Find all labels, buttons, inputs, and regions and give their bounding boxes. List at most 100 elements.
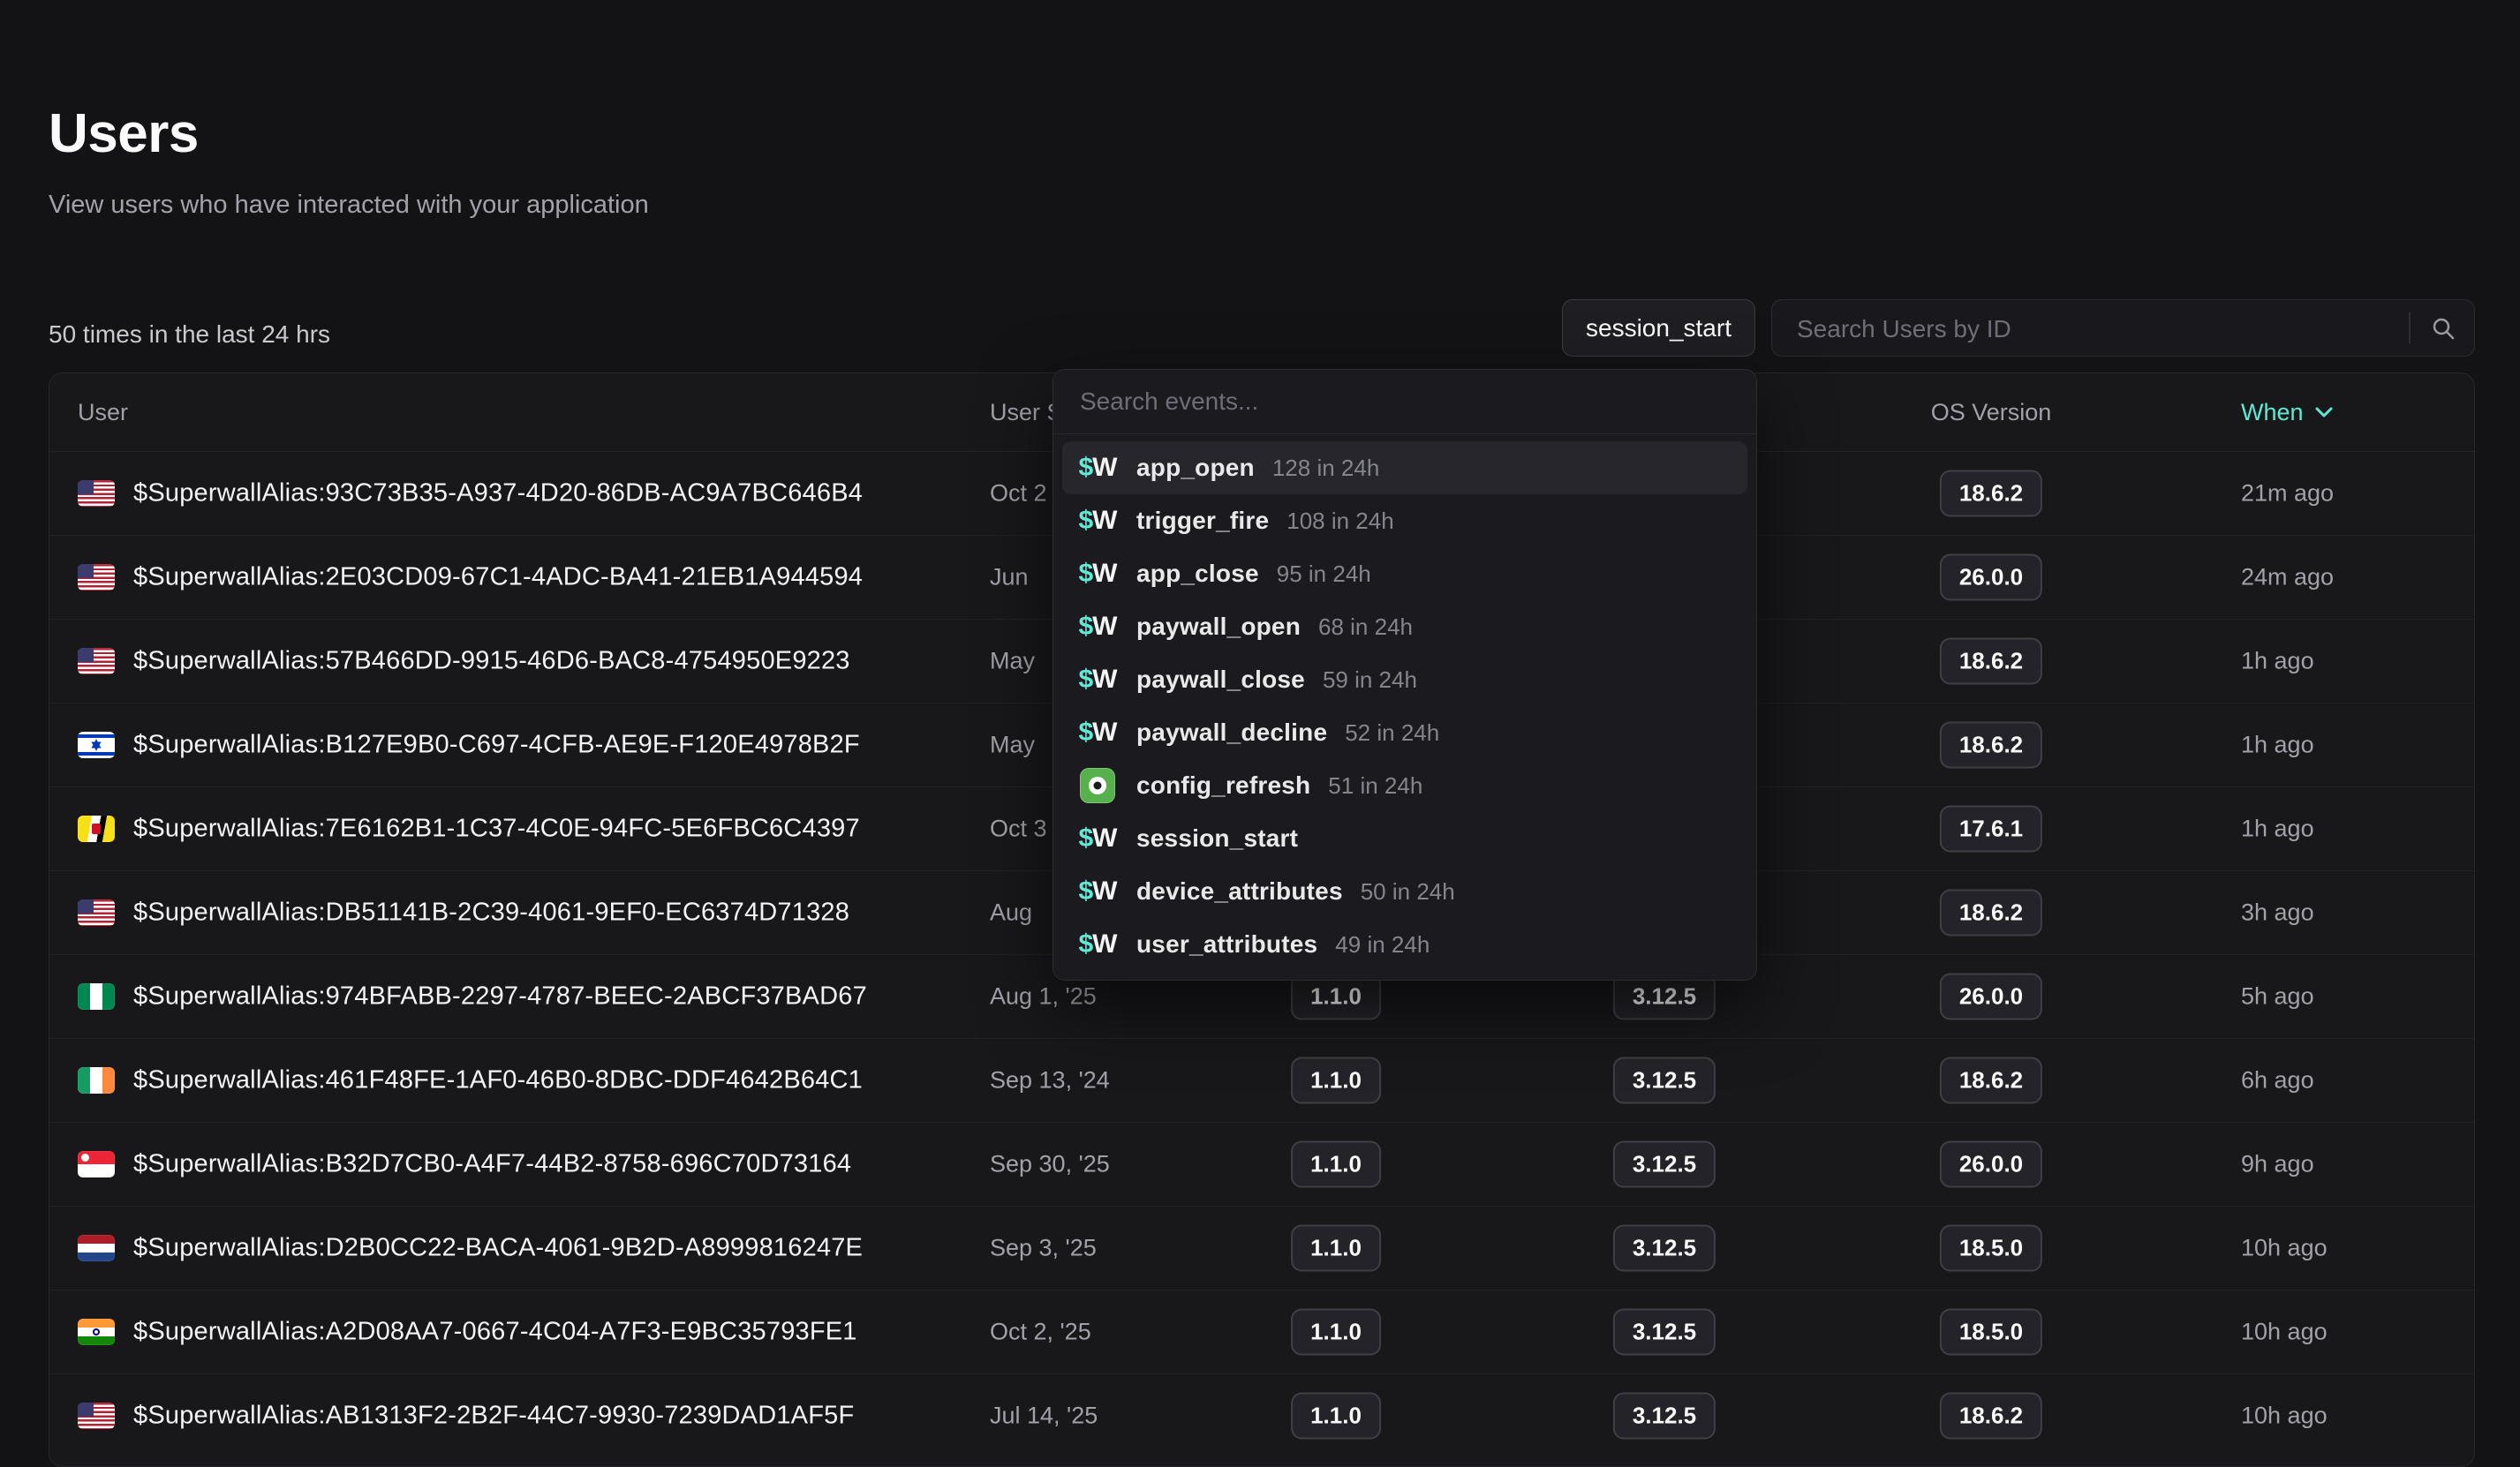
- event-name: paywall_decline: [1136, 718, 1328, 746]
- when-value: 21m ago: [2241, 479, 2335, 507]
- flag-il-icon: [78, 732, 115, 758]
- app-version-badge: 1.1.0: [1291, 1140, 1381, 1188]
- event-search-field: [1053, 370, 1756, 434]
- event-list-item[interactable]: $W user_attributes 49 in 24h: [1062, 918, 1747, 971]
- sdk-version-badge: 3.12.5: [1612, 1308, 1716, 1356]
- event-name: paywall_close: [1136, 666, 1305, 693]
- superwall-sw-icon: $W: [1078, 929, 1117, 959]
- os-version-badge: 26.0.0: [1939, 973, 2043, 1020]
- event-count: 108 in 24h: [1286, 507, 1394, 534]
- os-version-badge: 17.6.1: [1939, 805, 2043, 853]
- when-value: 1h ago: [2241, 815, 2314, 842]
- superwall-sw-icon: $W: [1078, 665, 1117, 694]
- search-divider: [2409, 312, 2411, 343]
- table-row[interactable]: $SuperwallAlias:B32D7CB0-A4F7-44B2-8758-…: [49, 1123, 2474, 1207]
- user-since-value: Sep 30, '25: [990, 1150, 1110, 1177]
- when-value: 1h ago: [2241, 647, 2314, 674]
- app-version-badge: 1.1.0: [1291, 1224, 1381, 1272]
- event-search-input[interactable]: [1078, 387, 1732, 417]
- os-version-badge: 26.0.0: [1939, 553, 2043, 601]
- event-count: 68 in 24h: [1318, 613, 1413, 640]
- event-count: 95 in 24h: [1276, 560, 1371, 587]
- column-header-when[interactable]: When: [2241, 373, 2334, 451]
- user-search-input[interactable]: [1795, 300, 2364, 357]
- table-row[interactable]: $SuperwallAlias:AB1313F2-2B2F-44C7-9930-…: [49, 1374, 2474, 1457]
- user-alias: $SuperwallAlias:2E03CD09-67C1-4ADC-BA41-…: [133, 562, 864, 591]
- user-since-value: May: [990, 647, 1036, 674]
- sdk-version-badge: 3.12.5: [1612, 1140, 1716, 1188]
- flag-us-icon: [78, 564, 115, 591]
- user-since-value: Oct 2: [990, 479, 1047, 507]
- event-list-item[interactable]: $W paywall_close 59 in 24h: [1062, 653, 1747, 706]
- flag-ng-icon: [78, 983, 115, 1010]
- when-value: 10h ago: [2241, 1234, 2328, 1261]
- table-row[interactable]: $SuperwallAlias:974BFABB-2297-4787-BEEC-…: [49, 955, 2474, 1039]
- event-search-dropdown: $W app_open 128 in 24h $W trigger_fire 108 in…: [1053, 369, 1757, 981]
- flag-us-icon: [78, 1403, 115, 1429]
- event-list-item[interactable]: $W paywall_decline 52 in 24h: [1062, 706, 1747, 759]
- sdk-version-badge: 3.12.5: [1612, 973, 1716, 1020]
- table-row[interactable]: $SuperwallAlias:D2B0CC22-BACA-4061-9B2D-…: [49, 1207, 2474, 1290]
- superwall-sw-icon: $W: [1078, 824, 1117, 853]
- user-since-value: Aug: [990, 899, 1033, 926]
- flag-sg-icon: [78, 1151, 115, 1177]
- column-header-user: User: [78, 398, 129, 425]
- event-list-item[interactable]: $W device_attributes 50 in 24h: [1062, 865, 1747, 918]
- sdk-version-badge: 3.12.5: [1612, 1392, 1716, 1440]
- os-version-badge: 18.5.0: [1939, 1224, 2043, 1272]
- event-list-item[interactable]: $W trigger_fire 108 in 24h: [1062, 494, 1747, 547]
- page-subtitle: View users who have interacted with your…: [49, 191, 649, 219]
- flag-ie-icon: [78, 1067, 115, 1094]
- flag-us-icon: [78, 480, 115, 507]
- user-search: [1771, 299, 2475, 357]
- event-name: user_attributes: [1136, 930, 1318, 958]
- table-row[interactable]: $SuperwallAlias:A2D08AA7-0667-4C04-A7F3-…: [49, 1290, 2474, 1374]
- event-list-item[interactable]: $W app_open 128 in 24h: [1062, 441, 1747, 494]
- user-alias: $SuperwallAlias:B127E9B0-C697-4CFB-AE9E-…: [133, 730, 860, 759]
- table-row[interactable]: $SuperwallAlias:2E03CD09-67C1-4ADC-BA41-…: [49, 536, 2474, 620]
- event-name: session_start: [1136, 824, 1299, 852]
- os-version-badge: 18.6.2: [1939, 1057, 2043, 1104]
- magnifier-icon[interactable]: [2430, 315, 2456, 346]
- flag-nl-icon: [78, 1235, 115, 1261]
- event-list-item[interactable]: config_refresh 51 in 24h: [1062, 759, 1747, 812]
- flag-bn-icon: [78, 816, 115, 842]
- user-alias: $SuperwallAlias:DB51141B-2C39-4061-9EF0-…: [133, 898, 850, 927]
- table-row[interactable]: $SuperwallAlias:93C73B35-A937-4D20-86DB-…: [49, 452, 2474, 536]
- event-list-item[interactable]: $W paywall_open 68 in 24h: [1062, 600, 1747, 653]
- table-row[interactable]: $SuperwallAlias:461F48FE-1AF0-46B0-8DBC-…: [49, 1039, 2474, 1123]
- flag-us-icon: [78, 899, 115, 926]
- when-value: 10h ago: [2241, 1318, 2328, 1345]
- superwall-sw-icon: $W: [1078, 876, 1117, 906]
- when-value: 5h ago: [2241, 982, 2314, 1010]
- when-value: 9h ago: [2241, 1150, 2314, 1177]
- column-header-os-version: OS Version: [1930, 398, 2052, 425]
- when-value: 1h ago: [2241, 731, 2314, 758]
- app-version-badge: 1.1.0: [1291, 1392, 1381, 1440]
- os-version-badge: 18.6.2: [1939, 889, 2043, 937]
- user-since-value: Oct 2, '25: [990, 1318, 1091, 1345]
- event-list: $W app_open 128 in 24h $W trigger_fire 108 in…: [1053, 434, 1756, 973]
- superwall-sw-icon: $W: [1078, 453, 1117, 482]
- os-version-badge: 18.5.0: [1939, 1308, 2043, 1356]
- event-list-item[interactable]: $W app_close 95 in 24h: [1062, 547, 1747, 600]
- event-name: config_refresh: [1136, 771, 1311, 799]
- user-alias: $SuperwallAlias:AB1313F2-2B2F-44C7-9930-…: [133, 1401, 855, 1430]
- user-since-value: Sep 13, '24: [990, 1066, 1110, 1094]
- superwall-sw-icon: $W: [1078, 718, 1117, 747]
- app-version-badge: 1.1.0: [1291, 1308, 1381, 1356]
- event-list-item[interactable]: $W session_start: [1062, 812, 1747, 865]
- user-since-value: Sep 3, '25: [990, 1234, 1097, 1261]
- event-count: 59 in 24h: [1322, 666, 1417, 693]
- when-value: 3h ago: [2241, 899, 2314, 926]
- superwall-sw-icon: $W: [1078, 612, 1117, 641]
- user-alias: $SuperwallAlias:461F48FE-1AF0-46B0-8DBC-…: [133, 1065, 864, 1095]
- event-name: paywall_open: [1136, 613, 1301, 640]
- user-alias: $SuperwallAlias:B32D7CB0-A4F7-44B2-8758-…: [133, 1149, 852, 1178]
- event-filter-button[interactable]: session_start: [1562, 299, 1755, 357]
- event-count: 128 in 24h: [1271, 454, 1380, 481]
- superwall-sw-icon: $W: [1078, 506, 1117, 535]
- event-name: app_open: [1136, 454, 1255, 481]
- table-row[interactable]: $SuperwallAlias:DB51141B-2C39-4061-9EF0-…: [49, 871, 2474, 955]
- when-value: 6h ago: [2241, 1066, 2314, 1094]
